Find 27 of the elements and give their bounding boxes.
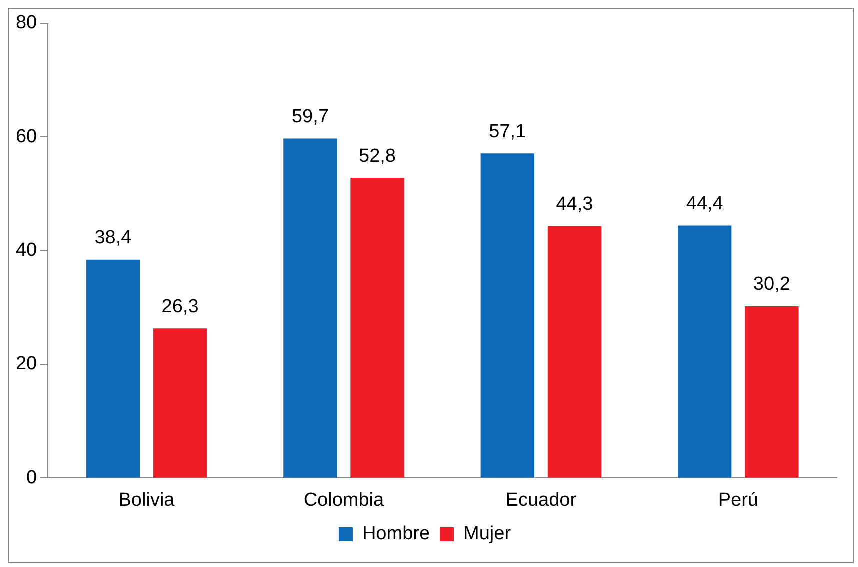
- data-label: 59,7: [292, 106, 329, 128]
- x-tick-label: Ecuador: [506, 490, 578, 511]
- bar: [284, 138, 338, 478]
- data-label: 38,4: [94, 228, 132, 249]
- bar: [678, 226, 732, 478]
- y-tick-label: 60: [16, 126, 38, 148]
- legend-label: Mujer: [464, 524, 512, 545]
- data-label: 44,4: [686, 194, 724, 215]
- bar: [350, 178, 404, 478]
- data-label: 30,2: [753, 274, 790, 296]
- bar: [548, 226, 602, 478]
- x-tick-label: Bolivia: [118, 490, 176, 511]
- x-tick-label: Perú: [718, 490, 758, 511]
- y-tick-label: 40: [16, 240, 38, 262]
- y-tick-label: 0: [26, 467, 38, 488]
- data-label: 44,3: [556, 194, 594, 216]
- y-tick-label: 80: [16, 12, 38, 34]
- bar: [153, 328, 208, 478]
- data-label: 52,8: [358, 146, 396, 167]
- data-label: 57,1: [489, 121, 526, 142]
- legend-label: Hombre: [362, 524, 430, 545]
- x-tick-label: Colombia: [304, 490, 385, 511]
- bar: [480, 154, 534, 478]
- y-tick-label: 20: [16, 354, 38, 375]
- bar: [86, 260, 140, 478]
- bar: [745, 306, 799, 478]
- data-label: 26,3: [162, 296, 199, 318]
